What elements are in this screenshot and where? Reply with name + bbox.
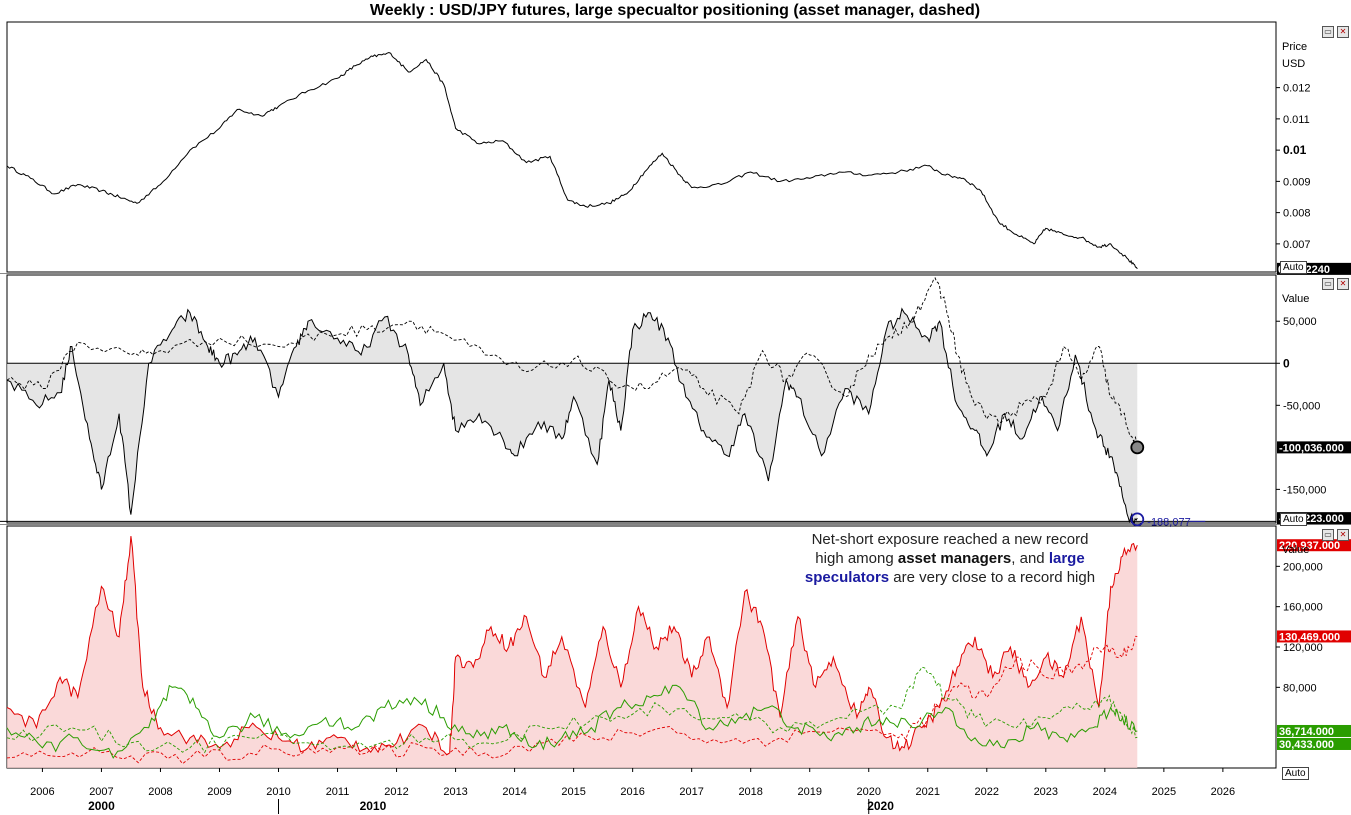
year-tick-label: 2023: [1034, 786, 1058, 798]
positioning-pane-restore-button[interactable]: ▭: [1322, 278, 1334, 290]
record-value-label: -188,077: [1147, 516, 1190, 528]
exposure-value-label: 30,433.000: [1279, 739, 1334, 751]
price-tick-label: 0.012: [1283, 83, 1311, 95]
positioning-tick-label: 0: [1283, 356, 1290, 370]
year-tick-label: 2020: [856, 786, 880, 798]
year-tick-label: 2012: [384, 786, 408, 798]
year-tick-label: 2014: [502, 786, 526, 798]
positioning-value-label: -100,036.000: [1279, 442, 1344, 454]
annotation-line: are very close to a record high: [893, 569, 1096, 586]
exposure-value-label: 36,714.000: [1279, 726, 1334, 738]
exposure-series-2: [6, 684, 1138, 759]
chart-title: Weekly : USD/JPY futures, large specualt…: [370, 2, 980, 19]
exposure-series-0: [6, 536, 1138, 756]
price-auto-scale-button[interactable]: Auto: [1280, 261, 1307, 274]
year-tick-label: 2013: [443, 786, 467, 798]
exposure-axis-caption: Value: [1282, 544, 1309, 556]
record-marker: [1130, 512, 1145, 527]
year-tick-label: 2015: [561, 786, 585, 798]
positioning-auto-scale-button[interactable]: Auto: [1280, 513, 1307, 526]
price-pane-restore-button[interactable]: ▭: [1322, 26, 1334, 38]
year-tick-label: 2006: [30, 786, 54, 798]
annotation-line: Net-short exposure reached a new record: [811, 531, 1089, 548]
exposure-pane-restore-button[interactable]: ▭: [1322, 529, 1334, 541]
exposure-series-3: [6, 666, 1138, 754]
year-tick-label: 2024: [1093, 786, 1117, 798]
price-axis-caption: Price: [1282, 41, 1307, 53]
annotation-text: Net-short exposure reached a new record …: [770, 530, 1130, 587]
positioning-tick-label: 50,000: [1283, 316, 1317, 328]
positioning-tick-label: -150,000: [1283, 484, 1326, 496]
exposure-series-1: [6, 635, 1138, 765]
exposure-pane-close-button[interactable]: ✕: [1337, 529, 1349, 541]
exposure-tick-label: 200,000: [1283, 561, 1323, 573]
asset-manager-marker: [1130, 440, 1145, 455]
time-axis: 2006 2007 2008 2009 2010 2011 2012 2013 2014 2015…: [30, 768, 1235, 814]
exposure-tick-label: 80,000: [1283, 682, 1317, 694]
exposure-value-label: 130,469.000: [1279, 631, 1340, 643]
year-tick-label: 2022: [975, 786, 999, 798]
year-tick-label: 2009: [207, 786, 231, 798]
exposure-value-box: [1277, 737, 1351, 750]
positioning-plot: 50,0000-50,000-150,000-100,036.000-184,2…: [0, 277, 1351, 528]
exposure-tick-label: 160,000: [1283, 602, 1323, 614]
positioning-area-0: [7, 308, 1138, 524]
year-tick-label: 2010: [266, 786, 290, 798]
price-tick-label: 0.007: [1283, 239, 1311, 251]
exposure-value-box: [1277, 630, 1351, 643]
year-tick-label: 2008: [148, 786, 172, 798]
positioning-axis-caption: Value: [1282, 293, 1309, 305]
year-tick-label: 2016: [620, 786, 644, 798]
year-tick-label: 2007: [89, 786, 113, 798]
annotation-line: , and: [1011, 550, 1045, 567]
positioning-pane-close-button[interactable]: ✕: [1337, 278, 1349, 290]
price-tick-label: 0.011: [1283, 114, 1310, 126]
price-pane-close-button[interactable]: ✕: [1337, 26, 1349, 38]
positioning-tick-label: -50,000: [1283, 400, 1320, 412]
price-tick-label: 0.01: [1283, 143, 1307, 157]
decade-label: 2010: [360, 799, 387, 813]
exposure-tick-label: 120,000: [1283, 642, 1323, 654]
year-tick-label: 2019: [797, 786, 821, 798]
exposure-area-0: [7, 536, 1138, 768]
annotation-line: high among: [815, 550, 894, 567]
price-tick-label: 0.009: [1283, 176, 1311, 188]
price-series-0: [6, 51, 1138, 270]
exposure-value-box: [1277, 539, 1351, 552]
exposure-value-label: 220,937.000: [1279, 540, 1340, 552]
positioning-value-box: [1277, 441, 1351, 454]
time-auto-scale-button[interactable]: Auto: [1282, 767, 1309, 780]
year-tick-label: 2025: [1152, 786, 1176, 798]
annotation-emphasis: large: [1048, 550, 1085, 567]
annotation-emphasis: asset managers: [897, 550, 1012, 567]
price-axis-unit: USD: [1282, 58, 1305, 70]
price-pane-frame: [6, 21, 1277, 273]
positioning-pane-frame: [6, 274, 1277, 524]
positioning-series-1: [6, 277, 1138, 448]
decade-label: 2020: [867, 799, 894, 813]
price-tick-label: 0.008: [1283, 208, 1311, 220]
year-tick-label: 2021: [916, 786, 940, 798]
decade-label: 2000: [88, 799, 115, 813]
year-tick-label: 2026: [1211, 786, 1235, 798]
year-tick-label: 2017: [679, 786, 703, 798]
year-tick-label: 2018: [738, 786, 762, 798]
positioning-series-0: [6, 307, 1138, 526]
year-tick-label: 2011: [326, 786, 350, 798]
exposure-plot: 200,000 160,000 120,000 80,000 220,937.000 13…: [6, 536, 1351, 768]
annotation-emphasis: speculators: [804, 569, 890, 586]
exposure-value-box: [1277, 724, 1351, 737]
